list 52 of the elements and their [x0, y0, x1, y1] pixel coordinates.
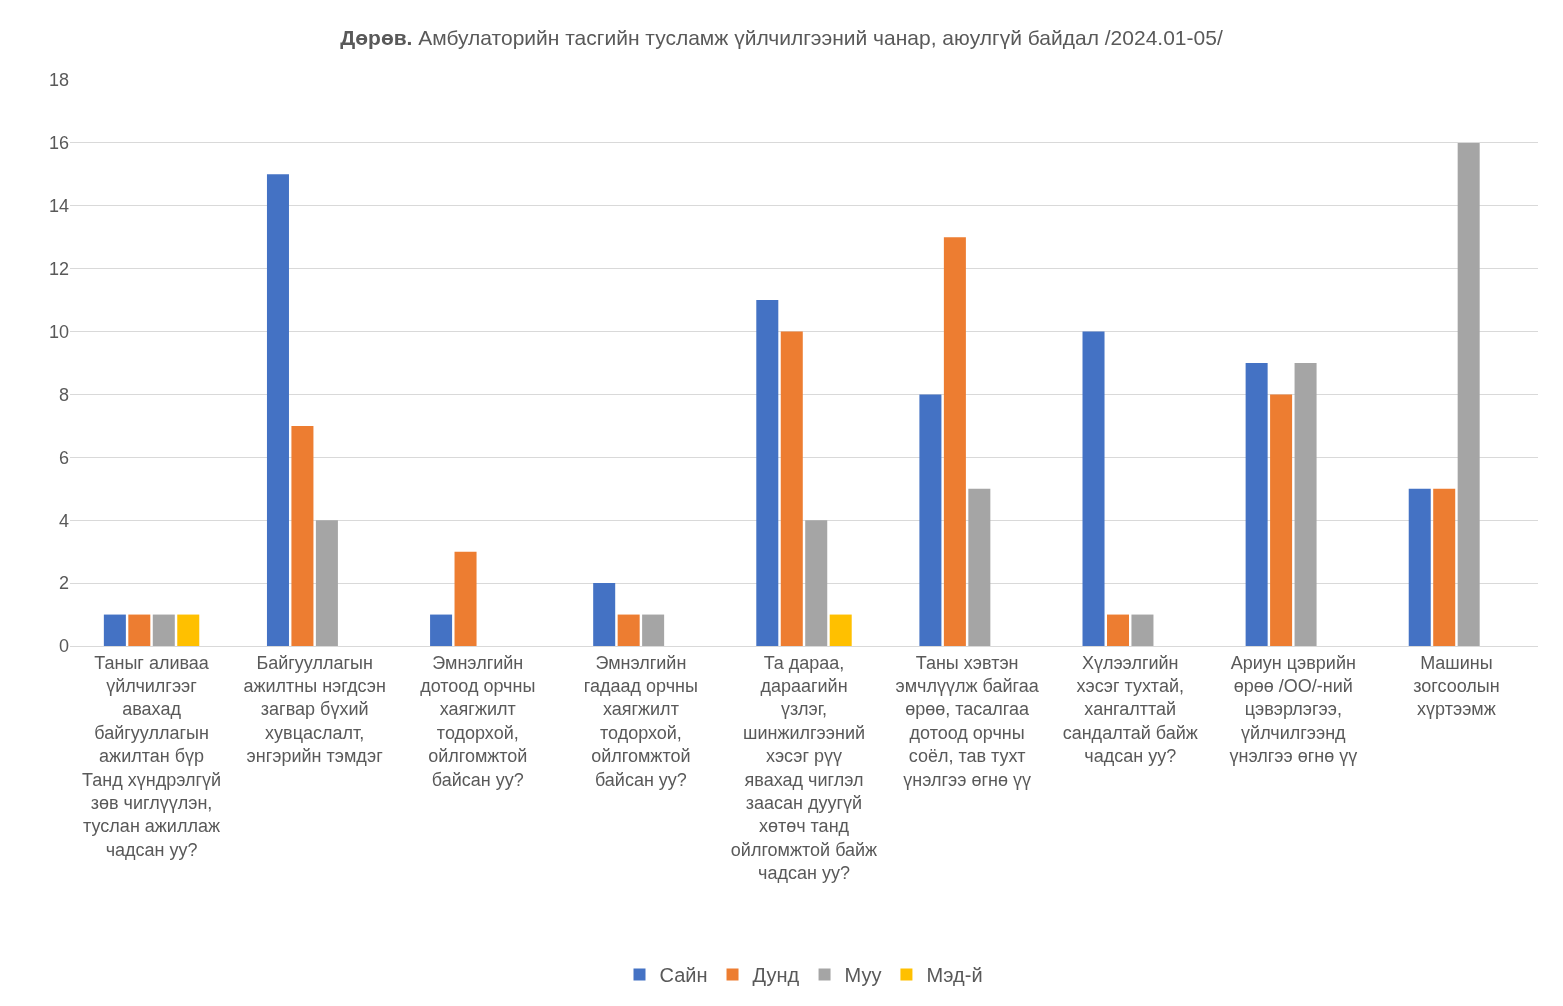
bar	[805, 520, 828, 646]
bar	[266, 174, 289, 646]
y-tick-label: 4	[58, 510, 69, 531]
bar	[1270, 394, 1293, 646]
x-tick-label: Ариун цэврийн өрөө /ОО/-ний цэвэрлэгээ, үйлчилгээнд үнэлгээ өгнө үү	[1229, 652, 1358, 767]
x-tick-label: Таны хэвтэн эмчлүүлж байгаа өрөө, тасалгаа дотоод орчны соёл, тав тухт үнэлгээ өгнө үү	[895, 652, 1040, 790]
bar	[1433, 488, 1456, 646]
bar	[1294, 363, 1317, 646]
y-tick-label: 0	[58, 636, 69, 657]
x-tick-label: Эмнэлгийн гадаад орчны хаягжилт тодорхой, ойлгомжтой байсан уу?	[583, 652, 698, 790]
legend-label: Дунд	[752, 964, 800, 987]
bar	[968, 488, 991, 646]
bar	[177, 614, 200, 646]
bar	[1457, 142, 1480, 646]
x-tick-label: Байгууллагын ажилтны нэгдсэн загвар бүхий хувцаслалт, энгэрийн тэмдэг	[243, 652, 386, 767]
bar	[152, 614, 175, 646]
bar	[103, 614, 126, 646]
bar	[642, 614, 665, 646]
x-tick-label: Машины зогсоолын хүртээмж	[1413, 652, 1500, 720]
y-tick-label: 14	[48, 196, 69, 217]
bar	[780, 331, 803, 646]
bar	[291, 425, 314, 646]
bar	[617, 614, 640, 646]
bar	[1245, 363, 1268, 646]
bar	[756, 300, 779, 646]
y-tick-label: 6	[58, 447, 69, 468]
chart-title: Дөрөв. Амбулаторийн тасгийн тусламж үйлчилгээний чанар, аюулгүй байдал /2024.01-05/	[340, 25, 1223, 49]
y-tick-label: 10	[48, 321, 69, 342]
bar	[829, 614, 852, 646]
y-tick-label: 16	[48, 133, 69, 154]
bar	[1131, 614, 1154, 646]
bar	[1082, 331, 1105, 646]
bar	[593, 583, 616, 646]
bar	[315, 520, 338, 646]
bar	[943, 237, 966, 646]
category-label: Таныг аливаа үйлчилгээг авахад байгууллагын ажилтан бүр Танд хүндрэлгүй зөв чиглүүлэн, туслан ажиллаж чадсан уу?	[82, 652, 222, 860]
bar	[919, 394, 942, 646]
bar	[128, 614, 151, 646]
bar	[430, 614, 453, 646]
legend-label: Мэд-й	[926, 964, 983, 987]
x-tick-label: Хүлээлгийн хэсэг тухтай, хангалттай сандалтай байж чадсан уу?	[1062, 652, 1198, 767]
y-tick-label: 8	[58, 384, 69, 405]
y-tick-label: 2	[58, 573, 69, 594]
bar	[1408, 488, 1431, 646]
category-label: Та дараа, дараагийн үзлэг, шинжилгээний хэсэг рүү явахад чиглэл заасан дуугүй хөтөч танд ойлгомжтой байж чадсан уу?	[730, 652, 878, 884]
bar	[1106, 614, 1129, 646]
legend-label: Сайн	[659, 964, 708, 987]
x-tick-label: Эмнэлгийн дотоод орчны хаягжилт тодорхой, ойлгомжтой байсан уу?	[420, 652, 536, 790]
legend-label: Муу	[844, 964, 882, 987]
y-tick-label: 18	[48, 70, 69, 91]
y-tick-label: 12	[48, 258, 69, 279]
bar	[454, 551, 477, 646]
